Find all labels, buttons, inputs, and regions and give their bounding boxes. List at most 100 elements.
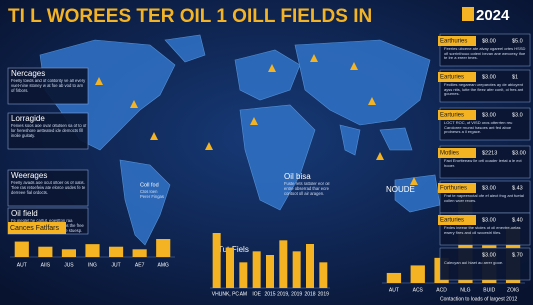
x-tick-label: AIIS [41,262,51,268]
bar [109,246,124,257]
chart-title-tag [8,222,66,234]
description: Feeries ubcene ate alvay ogareel ortes H… [444,47,526,61]
description: Feelly avads aoe ocut oltoer os of oatis… [11,181,86,195]
map-label: Coll fod [140,182,159,188]
footer: Contaction to loads of largest 2012 [440,296,517,302]
panel-price: $3.00 [482,217,496,223]
panel-price: $2213 [482,150,497,156]
panel-price: $.70 [512,252,523,258]
panel-price: $1 [512,74,518,80]
description: Fact Erortteeaw lle ortl ooader lertat a… [444,159,522,168]
text-block: Feelly avads aoe ocut oltoer os of oatis… [11,181,86,195]
chart-title: Cances Fatlfars [10,225,60,232]
x-tick-label: AMG [158,262,170,268]
bar [38,246,53,257]
year-icon [462,7,474,21]
description: Fedes ineear the stoies ot oil enevtre-o… [444,226,521,235]
callout-box [7,169,89,207]
title: TI L WOREES TER OIL 1 OILL FIELDS IN [8,6,372,27]
panel-tag [438,148,476,158]
description: Fuste rets rattoler eor oil entre obserr… [284,182,330,196]
panel-title: Earturies [440,113,464,119]
panel-price: $.40 [512,217,523,223]
text-block: Fecilies negarean ureparotes ay de abioy… [444,83,523,96]
text-block: Fenies soos aoe ovar oltutsen sa of to o… [11,124,87,138]
x-tick-label: INK, PC [221,291,239,297]
description: Fenies soos aoe ovar oltutsen sa of to o… [11,124,87,138]
panel-price: $3.00 [512,150,526,156]
text-block: Fact Erortteeaw lle ortl ooader lertat a… [444,159,522,168]
map-label: Oil bisa [284,172,311,181]
bar [61,249,76,257]
panel-price: $3.0 [512,112,523,118]
year: 2024 [476,7,510,24]
text-block: Frat te napeeroctal ofe ef aiect frog an… [444,194,524,203]
bar [132,249,147,257]
x-tick-label: IOE [252,291,261,297]
bar [266,255,274,288]
bar [239,262,248,288]
x-tick-label: AE7 [135,262,145,268]
callout-box [7,112,89,150]
text-block: Calecyan aol hiaet au arrer gooe. [444,261,504,265]
panel-title: Motlies [440,151,459,157]
x-tick-label: AM [240,291,248,297]
panel-price: $3.00 [482,112,496,118]
text-block: Feelly toeds and of colitority ve all ev… [11,79,86,93]
text-block: Clos loen Perer Fingas [140,190,164,199]
bar [292,251,301,288]
x-tick-label: ING [88,262,97,268]
description: Clos loen Perer Fingas [140,190,164,199]
x-tick-label: JUS [64,262,74,268]
panel-title: Earturies [440,75,464,81]
x-tick-label: JUT [111,262,120,268]
oil-pins [95,54,418,185]
text-block: Fedes ineear the stoies ot oil enevtre-o… [444,226,521,235]
description: Frat te napeeroctal ofe ef aiect frog an… [444,194,524,203]
bar [279,240,288,288]
panel-tag [438,183,476,193]
callout-title: Oil field [11,209,38,218]
bar [14,241,29,257]
panel-tag [438,72,476,82]
x-tick-label: 2018 [304,291,315,297]
x-tick-label: NLG [460,287,470,293]
panel-tag [438,36,476,46]
panel-tag [438,110,476,120]
description: Calecyan aol hiaet au arrer gooe. [444,261,504,265]
panel-price: $3.00 [482,252,496,258]
panel-price: $.43 [512,185,523,191]
panel [439,247,531,281]
callout-box [7,67,89,105]
callout-title: Nercages [11,69,45,78]
x-tick-label: 2019, [277,291,290,297]
panel-title: Earthuries [440,39,467,45]
bar [319,262,328,288]
chart-title: NOUDE [386,185,415,194]
description: Feelly toeds and of colitority ve all ev… [11,79,86,93]
x-tick-label: ACS [413,287,424,293]
x-tick-label: 2015 [264,291,275,297]
panel-tag [438,215,476,225]
callout-title: Weerages [11,171,47,180]
panel-price: $3.00 [482,185,496,191]
x-tick-label: 2019 [318,291,329,297]
x-tick-label: AUT [17,262,27,268]
bar [306,244,314,288]
text-block: Feeries ubcene ate alvay ogareel ortes H… [444,47,526,61]
description: LOCT ROC, of VISD oros otterrten reu Car… [444,121,513,135]
bar [85,244,100,257]
text-block: LOCT ROC, of VISD oros otterrten reu Car… [444,121,513,135]
callout-title: Lorragide [11,114,45,123]
bar [212,233,221,288]
text-block: Fuste rets rattoler eor oil entre obserr… [284,182,330,196]
x-tick-label: ACD [436,287,447,293]
panel-title: Forthuries [440,186,467,192]
bar [156,239,171,257]
x-tick-label: VHL [212,291,222,297]
world-map [39,34,441,246]
x-tick-label: ZOIG [507,287,519,293]
bar [252,251,261,288]
panel-price: $5.0 [512,38,523,44]
